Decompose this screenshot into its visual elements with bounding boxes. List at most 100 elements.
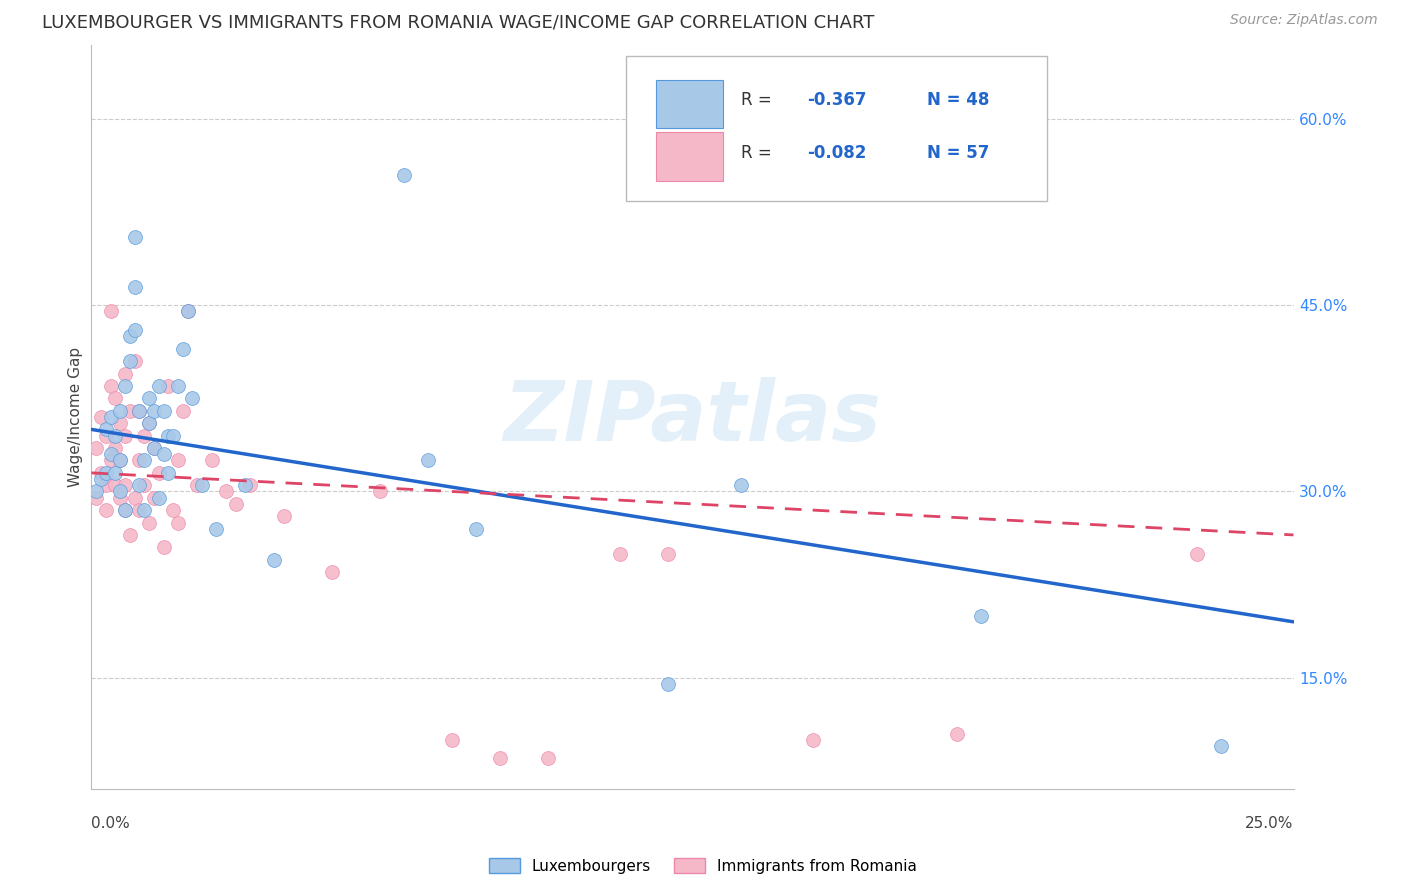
Point bbox=[128, 404, 150, 418]
Point bbox=[100, 447, 122, 461]
Point bbox=[110, 491, 132, 505]
Point bbox=[94, 428, 117, 442]
Point bbox=[118, 404, 141, 418]
Point bbox=[124, 323, 146, 337]
Point bbox=[657, 547, 679, 561]
Point bbox=[172, 404, 194, 418]
Text: R =: R = bbox=[741, 144, 776, 161]
Point bbox=[201, 453, 224, 467]
Text: N = 48: N = 48 bbox=[927, 92, 990, 110]
Point bbox=[273, 509, 295, 524]
Point bbox=[225, 497, 247, 511]
Point bbox=[118, 354, 141, 368]
Point bbox=[162, 503, 184, 517]
Point bbox=[104, 478, 127, 492]
Point bbox=[489, 751, 512, 765]
Point bbox=[104, 441, 127, 455]
Point bbox=[657, 677, 679, 691]
Point bbox=[118, 329, 141, 343]
Point bbox=[205, 522, 228, 536]
Point bbox=[537, 751, 560, 765]
Point bbox=[1187, 547, 1209, 561]
Point bbox=[94, 422, 117, 436]
Point bbox=[128, 503, 150, 517]
Point bbox=[148, 466, 170, 480]
Text: ZIPatlas: ZIPatlas bbox=[503, 376, 882, 458]
Point bbox=[94, 466, 117, 480]
Point bbox=[110, 453, 132, 467]
FancyBboxPatch shape bbox=[626, 56, 1047, 201]
Point bbox=[368, 484, 391, 499]
Point bbox=[134, 478, 156, 492]
Point bbox=[162, 428, 184, 442]
Text: LUXEMBOURGER VS IMMIGRANTS FROM ROMANIA WAGE/INCOME GAP CORRELATION CHART: LUXEMBOURGER VS IMMIGRANTS FROM ROMANIA … bbox=[42, 13, 875, 31]
Point bbox=[90, 410, 112, 425]
Point bbox=[100, 379, 122, 393]
Point bbox=[152, 404, 174, 418]
Point bbox=[138, 416, 160, 430]
Point bbox=[118, 528, 141, 542]
Point bbox=[946, 726, 969, 740]
Point bbox=[124, 279, 146, 293]
Point bbox=[215, 484, 238, 499]
Point bbox=[233, 478, 256, 492]
Point bbox=[84, 441, 107, 455]
Point bbox=[465, 522, 488, 536]
Legend: Luxembourgers, Immigrants from Romania: Luxembourgers, Immigrants from Romania bbox=[484, 852, 922, 880]
Point bbox=[176, 304, 198, 318]
Point bbox=[114, 503, 136, 517]
Point bbox=[138, 516, 160, 530]
Point bbox=[128, 478, 150, 492]
Point bbox=[124, 230, 146, 244]
Point bbox=[152, 541, 174, 555]
Point bbox=[440, 732, 463, 747]
Point bbox=[114, 367, 136, 381]
Point bbox=[172, 342, 194, 356]
Point bbox=[114, 428, 136, 442]
Point bbox=[152, 447, 174, 461]
Point bbox=[263, 553, 285, 567]
Point bbox=[114, 478, 136, 492]
Point bbox=[167, 379, 190, 393]
Point bbox=[138, 416, 160, 430]
Point bbox=[416, 453, 439, 467]
Point bbox=[138, 392, 160, 406]
Point bbox=[142, 441, 165, 455]
FancyBboxPatch shape bbox=[657, 80, 723, 128]
Point bbox=[110, 404, 132, 418]
Point bbox=[134, 453, 156, 467]
Point bbox=[110, 416, 132, 430]
Point bbox=[191, 478, 214, 492]
Point bbox=[186, 478, 208, 492]
Text: -0.367: -0.367 bbox=[807, 92, 866, 110]
Point bbox=[167, 453, 190, 467]
Point bbox=[321, 565, 343, 579]
Text: Source: ZipAtlas.com: Source: ZipAtlas.com bbox=[1230, 13, 1378, 28]
Point bbox=[104, 428, 127, 442]
Point bbox=[100, 453, 122, 467]
Point bbox=[176, 304, 198, 318]
Point bbox=[124, 354, 146, 368]
Point bbox=[134, 503, 156, 517]
Point bbox=[100, 304, 122, 318]
Point bbox=[104, 392, 127, 406]
Point bbox=[392, 168, 415, 182]
Point bbox=[801, 732, 824, 747]
Point bbox=[609, 547, 631, 561]
Point bbox=[114, 379, 136, 393]
Text: R =: R = bbox=[741, 92, 776, 110]
Point bbox=[90, 472, 112, 486]
Point bbox=[142, 404, 165, 418]
Point bbox=[157, 379, 180, 393]
Point bbox=[148, 379, 170, 393]
Point bbox=[114, 503, 136, 517]
Point bbox=[730, 478, 752, 492]
Point bbox=[970, 608, 993, 623]
Point bbox=[84, 491, 107, 505]
Point bbox=[84, 484, 107, 499]
Point bbox=[148, 491, 170, 505]
Point bbox=[128, 404, 150, 418]
Text: -0.082: -0.082 bbox=[807, 144, 866, 161]
Y-axis label: Wage/Income Gap: Wage/Income Gap bbox=[67, 347, 83, 487]
Point bbox=[110, 484, 132, 499]
